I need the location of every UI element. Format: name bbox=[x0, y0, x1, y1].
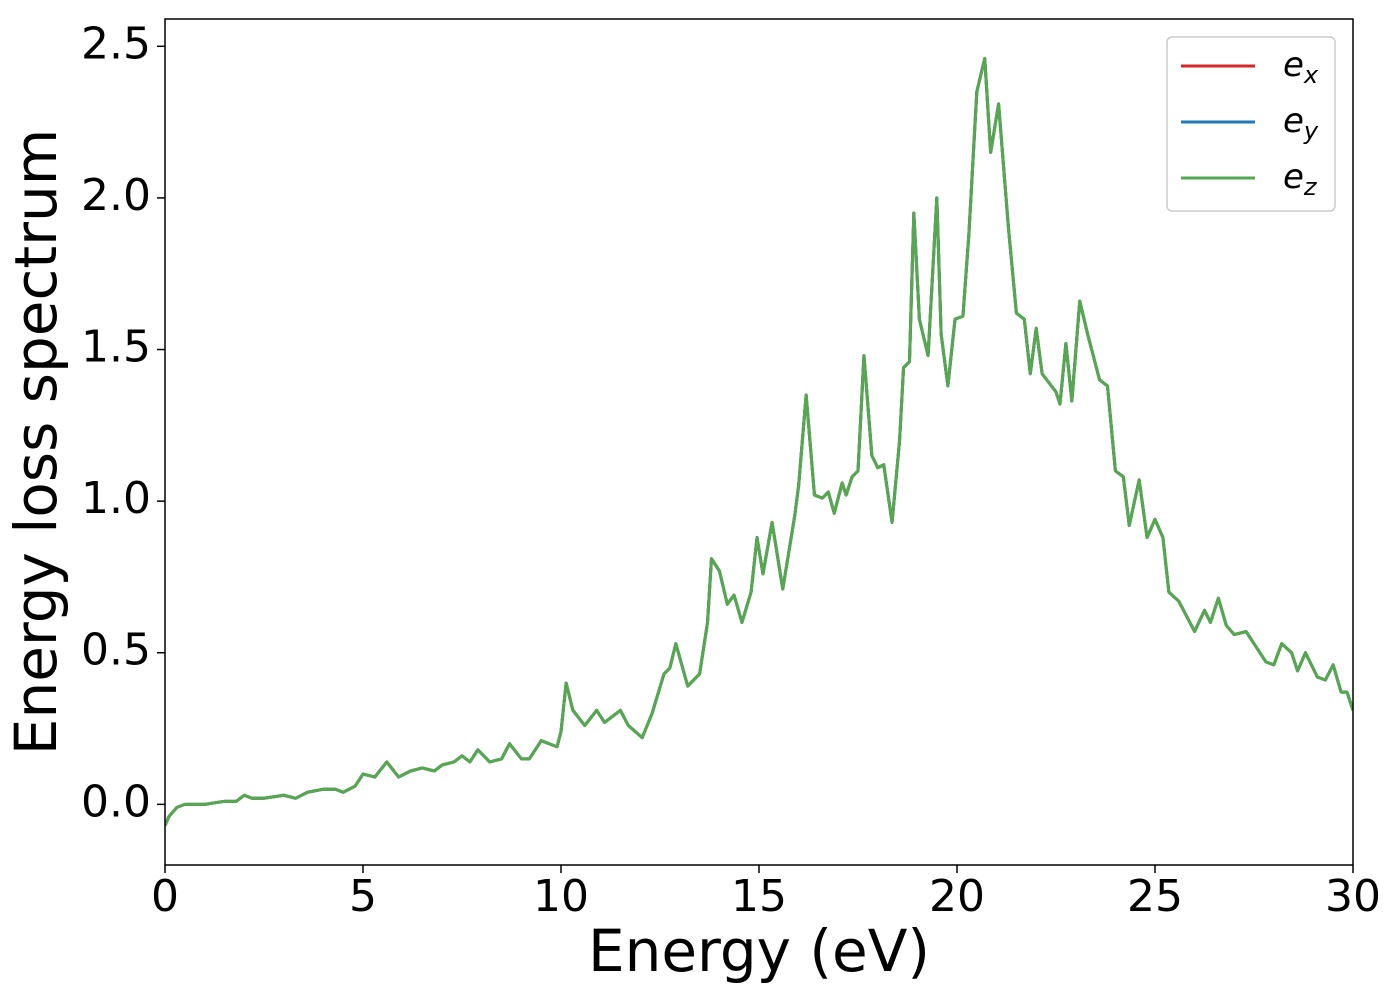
legend-label-sub: y bbox=[1303, 117, 1319, 145]
legend-label-sub: z bbox=[1303, 173, 1318, 201]
x-tick-label: 10 bbox=[533, 871, 589, 922]
y-tick-label: 1.0 bbox=[81, 473, 151, 524]
x-tick-label: 15 bbox=[731, 871, 787, 922]
x-tick-label: 0 bbox=[151, 871, 179, 922]
legend-label: ez bbox=[1283, 157, 1318, 202]
x-tick-label: 20 bbox=[929, 871, 985, 922]
legend-label-base: e bbox=[1283, 45, 1304, 85]
y-tick-label: 0.5 bbox=[81, 625, 151, 676]
y-tick-label: 2.0 bbox=[81, 170, 151, 221]
legend-label: ex bbox=[1283, 45, 1319, 90]
x-tick-label: 30 bbox=[1325, 871, 1381, 922]
series-line bbox=[165, 56, 1353, 827]
y-axis-label: Energy loss spectrum bbox=[2, 129, 70, 755]
legend-label-base: e bbox=[1283, 157, 1304, 197]
legend-label-base: e bbox=[1283, 101, 1304, 141]
x-axis-label: Energy (eV) bbox=[588, 917, 930, 985]
y-tick-label: 1.5 bbox=[81, 322, 151, 373]
x-tick-label: 25 bbox=[1127, 871, 1183, 922]
legend-label-sub: x bbox=[1303, 61, 1319, 89]
x-tick-label: 5 bbox=[349, 871, 377, 922]
y-tick-label: 0.0 bbox=[81, 776, 151, 827]
legend-box bbox=[1166, 36, 1336, 212]
legend-label: ey bbox=[1283, 101, 1319, 146]
y-tick-label: 2.5 bbox=[81, 18, 151, 69]
plot-frame bbox=[164, 18, 1354, 866]
